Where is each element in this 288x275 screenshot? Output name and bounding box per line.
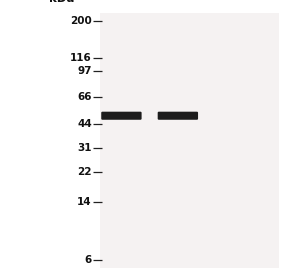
Bar (100, 13, 279, 268)
Text: 31: 31 (77, 143, 92, 153)
Text: 66: 66 (77, 92, 92, 102)
Text: 116: 116 (70, 53, 92, 64)
Text: 6: 6 (85, 255, 92, 265)
Text: 200: 200 (70, 16, 92, 26)
Text: 22: 22 (77, 167, 92, 177)
FancyBboxPatch shape (101, 112, 142, 120)
FancyBboxPatch shape (158, 112, 198, 120)
Text: 14: 14 (77, 197, 92, 207)
Text: 97: 97 (77, 66, 92, 76)
Text: kDa: kDa (50, 0, 75, 5)
Text: 44: 44 (77, 119, 92, 130)
